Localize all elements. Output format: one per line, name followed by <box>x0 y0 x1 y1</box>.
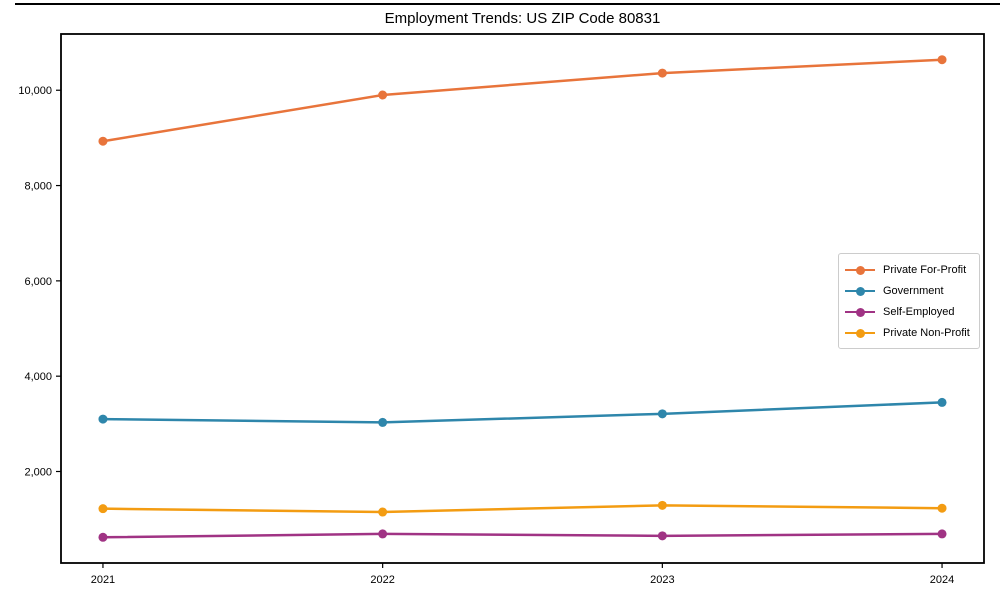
data-point-private-for-profit-2021 <box>98 136 108 146</box>
data-point-private-non-profit-2024 <box>937 503 947 513</box>
x-tick-label: 2022 <box>370 574 394 586</box>
legend-label: Private Non-Profit <box>883 326 970 339</box>
data-point-private-for-profit-2024 <box>937 55 947 65</box>
data-point-private-non-profit-2022 <box>378 507 388 517</box>
data-point-government-2023 <box>657 409 667 419</box>
top-border-line <box>15 3 1000 5</box>
data-point-government-2021 <box>98 414 108 424</box>
x-tick-label: 2021 <box>91 574 115 586</box>
x-tick-label: 2024 <box>930 574 954 586</box>
y-tick-label: 10,000 <box>18 85 52 97</box>
data-point-self-employed-2024 <box>937 529 947 539</box>
legend-item: Private Non-Profit <box>845 322 973 343</box>
data-point-private-for-profit-2022 <box>378 90 388 100</box>
plot-border <box>60 33 985 564</box>
legend-line-marker-icon <box>845 286 875 296</box>
data-point-private-non-profit-2023 <box>657 500 667 510</box>
data-point-private-non-profit-2021 <box>98 504 108 514</box>
legend-item: Self-Employed <box>845 301 973 322</box>
y-tick-label: 2,000 <box>24 466 52 478</box>
data-point-self-employed-2021 <box>98 532 108 542</box>
legend-item: Private For-Profit <box>845 259 973 280</box>
x-tick-label: 2023 <box>650 574 674 586</box>
legend-label: Government <box>883 284 944 297</box>
legend: Private For-Profit Government Self-Employe… <box>838 253 980 349</box>
data-point-government-2022 <box>378 417 388 427</box>
series-line-self-employed <box>102 532 943 539</box>
data-point-self-employed-2022 <box>378 529 388 539</box>
legend-label: Private For-Profit <box>883 263 967 276</box>
legend-item: Government <box>845 280 973 301</box>
legend-line-marker-icon <box>845 328 875 338</box>
series-line-private-non-profit <box>102 504 943 514</box>
series-line-private-for-profit <box>102 58 943 143</box>
y-tick-label: 6,000 <box>24 276 52 288</box>
data-point-private-for-profit-2023 <box>657 68 667 78</box>
legend-label: Self-Employed <box>883 305 955 318</box>
data-point-government-2024 <box>937 397 947 407</box>
y-tick-label: 4,000 <box>24 371 52 383</box>
y-tick-label: 8,000 <box>24 181 52 193</box>
legend-line-marker-icon <box>845 265 875 275</box>
chart-title: Employment Trends: US ZIP Code 80831 <box>384 10 661 27</box>
data-point-self-employed-2023 <box>657 531 667 541</box>
legend-line-marker-icon <box>845 307 875 317</box>
series-line-government <box>102 401 943 424</box>
